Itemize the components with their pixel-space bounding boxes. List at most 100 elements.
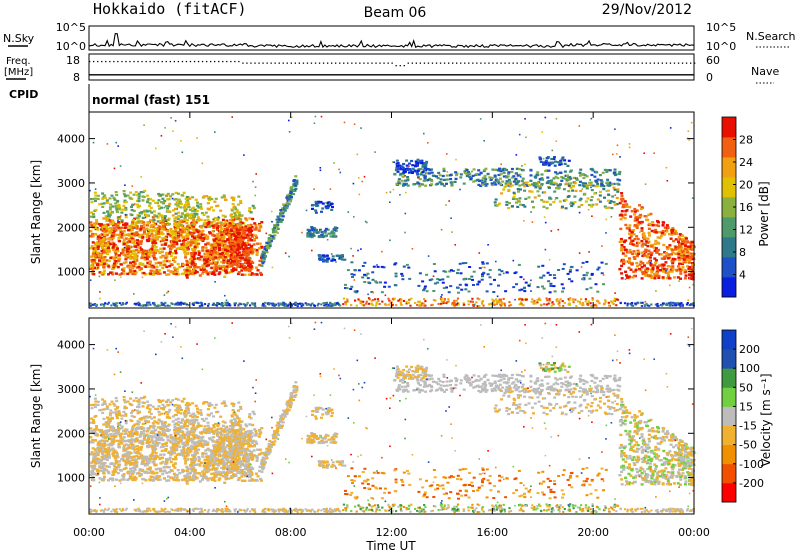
power-cell	[508, 185, 512, 188]
power-cell	[680, 302, 683, 305]
power-cell	[231, 220, 234, 223]
power-cell	[613, 173, 617, 177]
power-cell	[145, 227, 149, 230]
power-cell	[154, 245, 158, 249]
power-cell	[252, 206, 256, 210]
power-cell	[417, 177, 419, 179]
power-cell	[620, 244, 624, 247]
power-cell	[241, 236, 245, 239]
power-cell	[423, 298, 426, 300]
nave-point	[476, 62, 478, 64]
power-cell	[416, 169, 420, 172]
nave-point	[625, 62, 627, 64]
power-cell	[665, 166, 668, 169]
power-cell	[483, 140, 485, 142]
power-cell	[614, 194, 617, 196]
power-cell	[232, 233, 236, 236]
power-cell	[665, 224, 669, 227]
y-tick-label: 1000	[57, 266, 85, 279]
power-cell	[416, 158, 420, 161]
power-cell	[197, 250, 201, 253]
power-cell	[337, 302, 340, 305]
power-cell	[679, 249, 683, 253]
power-cell	[264, 305, 267, 308]
power-cell	[243, 261, 247, 265]
power-cell	[499, 303, 502, 306]
power-cell	[108, 197, 112, 200]
nave-point	[318, 62, 321, 64]
power-cell	[107, 259, 111, 263]
power-cell	[259, 225, 263, 228]
power-cell	[246, 236, 250, 239]
power-cell	[231, 203, 235, 206]
power-cell	[184, 253, 188, 257]
power-cell	[514, 298, 516, 301]
power-cell	[552, 183, 556, 186]
power-cell	[661, 302, 665, 305]
power-cell	[145, 304, 148, 307]
power-cell	[216, 243, 220, 246]
power-cell	[101, 243, 105, 246]
power-cell	[146, 265, 150, 268]
power-cell	[236, 305, 239, 307]
power-cell	[222, 241, 226, 245]
power-cell	[417, 161, 421, 164]
power-cell	[236, 256, 240, 259]
power-cell	[224, 220, 228, 223]
power-cell	[518, 133, 521, 136]
power-cell	[388, 303, 391, 306]
power-cell	[106, 242, 110, 245]
power-cell	[187, 304, 190, 306]
nave-point	[403, 65, 405, 67]
power-cell	[166, 198, 170, 201]
power-cell	[214, 216, 217, 220]
power-cell	[259, 271, 263, 275]
power-cell	[489, 283, 493, 286]
power-cell	[149, 219, 152, 222]
power-cell	[638, 204, 642, 207]
power-cell	[188, 226, 192, 229]
power-cell	[519, 276, 523, 279]
power-cell	[101, 229, 105, 233]
power-cell	[504, 182, 508, 185]
power-cell	[422, 302, 425, 305]
power-cell	[149, 239, 153, 242]
power-cell	[442, 300, 445, 303]
power-cell	[237, 271, 241, 274]
power-cell	[389, 302, 392, 304]
power-cell	[233, 257, 237, 260]
power-cell	[279, 212, 282, 215]
power-cell	[229, 245, 233, 248]
power-cell	[101, 258, 105, 261]
power-cell	[624, 223, 628, 227]
power-cell	[292, 303, 295, 305]
power-cell	[204, 256, 206, 258]
nave-label: Nave	[751, 65, 779, 78]
power-cell	[646, 237, 650, 240]
power-cell	[132, 193, 136, 196]
power-cell	[500, 270, 504, 273]
power-cell	[111, 236, 115, 240]
power-cell	[149, 269, 153, 272]
power-cell	[581, 182, 585, 185]
power-cell	[109, 227, 113, 230]
power-cell	[560, 179, 564, 182]
power-cell	[510, 176, 514, 179]
power-cell	[395, 159, 399, 162]
power-cell	[482, 266, 484, 269]
power-cell	[185, 259, 189, 263]
power-cell	[344, 283, 347, 286]
power-cell	[150, 247, 154, 251]
power-cell	[134, 303, 138, 306]
power-cell	[144, 252, 148, 256]
power-cell	[394, 275, 398, 278]
power-cell	[218, 232, 222, 235]
nave-point	[302, 62, 305, 64]
power-cell	[117, 254, 121, 257]
power-cell	[598, 190, 602, 193]
power-cell	[619, 156, 621, 158]
power-cell	[375, 281, 379, 284]
power-cell	[176, 226, 180, 230]
power-cell	[127, 238, 131, 241]
power-cell	[161, 193, 165, 196]
